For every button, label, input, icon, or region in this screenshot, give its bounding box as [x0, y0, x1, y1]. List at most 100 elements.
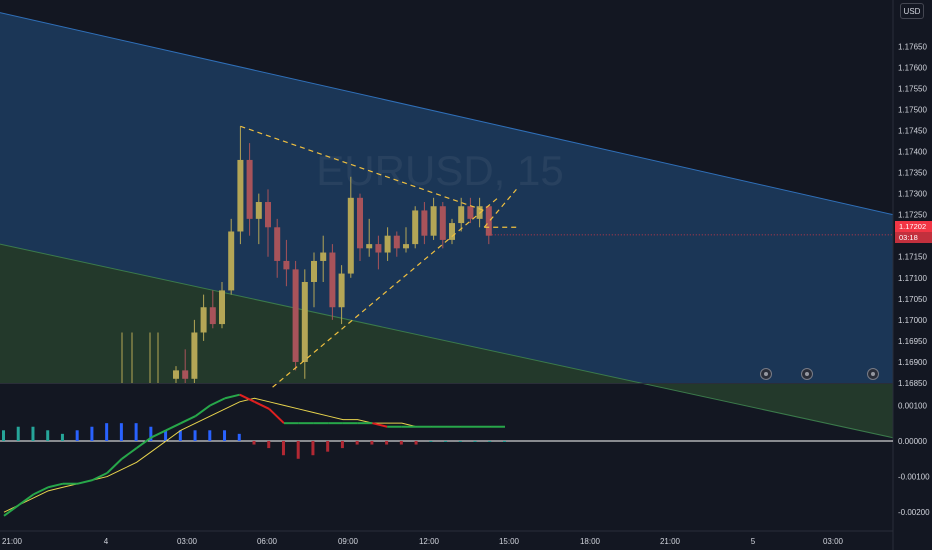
candle-body — [209, 307, 216, 325]
macd-histogram-bar — [355, 440, 359, 445]
currency-button[interactable]: USD — [900, 3, 924, 19]
macd-histogram-bar — [503, 440, 506, 442]
macd-line-segment — [106, 458, 123, 474]
macd-line-segment — [77, 479, 93, 485]
candle-body — [439, 206, 446, 240]
candle-body — [375, 244, 382, 253]
macd-histogram-bar — [488, 440, 492, 442]
macd-histogram-bar — [2, 430, 5, 441]
macd-histogram-bar — [90, 426, 94, 441]
price-tick-label: 1.17100 — [898, 274, 927, 283]
macd-line-segment — [3, 504, 20, 517]
macd-histogram-bar — [105, 423, 109, 441]
triangle-trendline[interactable] — [272, 197, 499, 388]
macd-histogram-bar — [444, 440, 448, 442]
economic-event-icon[interactable] — [801, 368, 813, 380]
macd-line-segment — [239, 393, 255, 403]
economic-event-icon[interactable] — [760, 368, 772, 380]
macd-histogram-bar — [237, 433, 241, 441]
macd-line-segment — [150, 429, 167, 439]
macd-line-segment — [254, 400, 270, 410]
candle-body — [255, 202, 262, 219]
macd-line-segment — [372, 422, 388, 428]
macd-line-segment — [91, 472, 108, 482]
macd-histogram-bar — [223, 430, 227, 441]
time-tick-label: 03:00 — [177, 537, 198, 546]
candle-body — [200, 307, 207, 333]
macd-histogram-bar — [208, 430, 212, 441]
price-tick-label: 1.16850 — [898, 379, 927, 388]
macd-histogram-bar — [267, 440, 271, 449]
price-tick-label: 1.17050 — [898, 295, 927, 304]
macd-line-segment — [194, 404, 211, 417]
candle-body — [393, 235, 400, 249]
macd-tick-label: -0.00100 — [898, 473, 930, 482]
price-tick-label: 1.17550 — [898, 84, 927, 93]
time-tick-label: 21:00 — [660, 537, 681, 546]
macd-line-segment — [33, 486, 49, 496]
candle-body — [237, 159, 244, 232]
candle-body — [430, 206, 437, 236]
macd-tick-label: 0.00000 — [898, 437, 927, 446]
flag-event-icon[interactable] — [867, 368, 879, 380]
candle-body — [421, 210, 428, 236]
price-tick-label: 1.17350 — [898, 169, 927, 178]
price-tick-label: 1.17250 — [898, 211, 927, 220]
candle-body — [449, 223, 455, 240]
macd-line-segment — [268, 408, 285, 424]
price-tick-label: 1.17150 — [898, 253, 927, 262]
time-tick-label: 5 — [751, 537, 756, 546]
time-tick-label: 09:00 — [338, 537, 359, 546]
candle-body — [292, 269, 299, 362]
macd-line-segment — [209, 397, 226, 407]
macd-histogram-bar — [252, 440, 256, 445]
candle-body — [320, 252, 327, 261]
macd-line-segment — [136, 436, 152, 449]
macd-histogram-bar — [16, 426, 20, 441]
candle-body — [311, 260, 317, 282]
macd-histogram-bar — [119, 423, 123, 441]
triangle-trendline[interactable] — [240, 125, 485, 212]
macd-histogram-bar — [31, 426, 35, 441]
macd-histogram-bar — [149, 426, 153, 441]
time-tick-label: 4 — [104, 537, 109, 546]
candle-body — [182, 370, 189, 379]
time-tick-label: 12:00 — [419, 537, 440, 546]
macd-histogram-bar — [134, 423, 138, 441]
macd-histogram-bar — [296, 440, 300, 459]
price-tick-label: 1.17500 — [898, 105, 927, 114]
macd-histogram-bar — [429, 440, 433, 442]
candle-body — [347, 197, 354, 274]
macd-histogram-bar — [458, 440, 462, 442]
symbol-watermark: EURUSD, 15 — [316, 147, 563, 194]
macd-histogram-bar — [399, 440, 403, 445]
macd-histogram-bar — [326, 440, 330, 452]
candle-body — [191, 332, 198, 379]
macd-line-segment — [165, 422, 182, 432]
candle-body — [228, 231, 235, 291]
macd-line-segment — [180, 415, 196, 425]
macd-line-segment — [224, 393, 240, 400]
macd-histogram-bar — [311, 440, 315, 456]
time-tick-label: 18:00 — [580, 537, 601, 546]
candle-body — [412, 210, 419, 245]
candle-body — [329, 252, 336, 308]
macd-line-segment — [121, 447, 138, 460]
candle-body — [366, 244, 373, 249]
candle-body — [219, 290, 225, 325]
time-tick-label: 21:00 — [2, 537, 23, 546]
candle-body — [485, 206, 492, 236]
time-tick-label: 03:00 — [823, 537, 844, 546]
candle-body — [283, 260, 290, 270]
price-tick-label: 1.16900 — [898, 358, 927, 367]
candle-body — [246, 159, 253, 219]
macd-histogram-bar — [281, 440, 285, 456]
macd-line-segment — [18, 493, 35, 506]
macd-histogram-bar — [46, 430, 50, 441]
price-tick-label: 1.17650 — [898, 42, 927, 51]
price-tick-label: 1.17600 — [898, 63, 927, 72]
macd-histogram-bar — [340, 440, 344, 449]
macd-histogram-bar — [60, 433, 64, 441]
